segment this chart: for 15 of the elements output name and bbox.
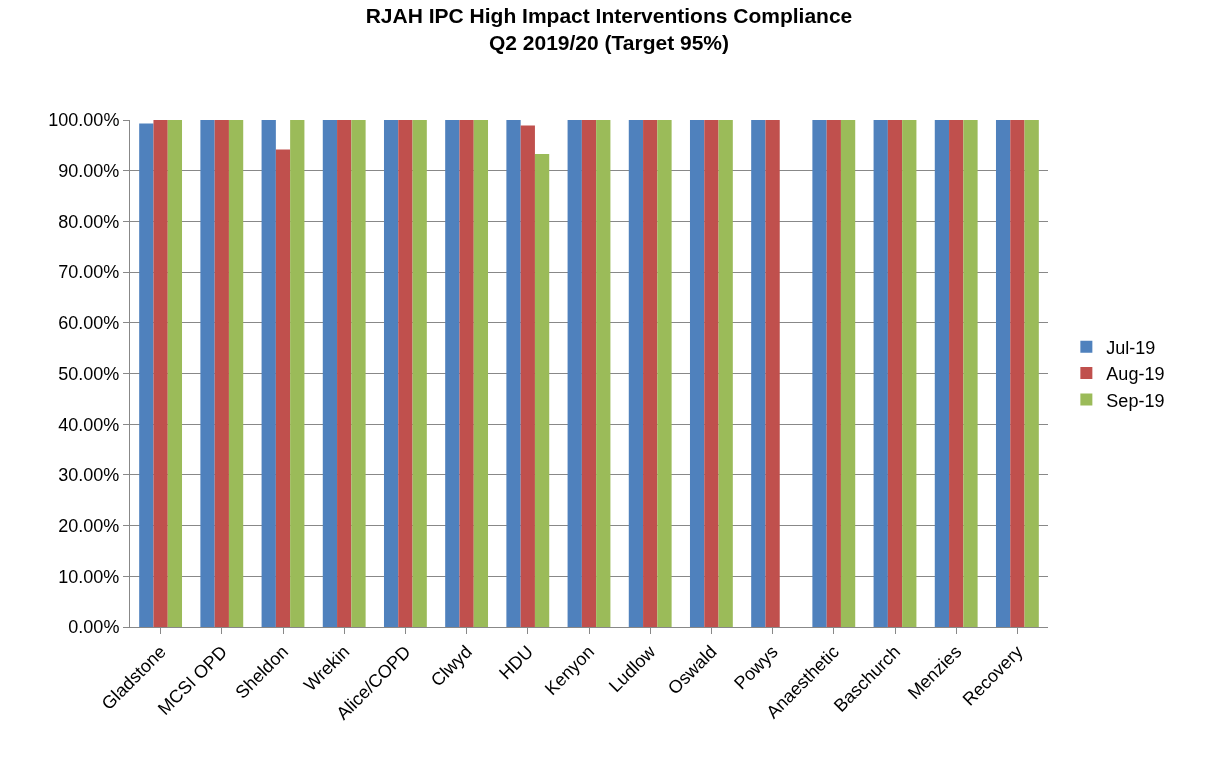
chart-title: RJAH IPC High Impact Interventions Compliance Q2 2019/20 (Target 95%): [365, 4, 853, 55]
legend-label: Sep-19: [1106, 390, 1165, 411]
y-tick-label: 20.00%: [58, 515, 120, 536]
y-tick-label: 50.00%: [58, 363, 120, 384]
y-tick-label: 10.00%: [58, 566, 120, 587]
legend-label: Aug-19: [1106, 364, 1165, 385]
y-tick-label: 0.00%: [68, 617, 120, 638]
y-tick-label: 80.00%: [58, 211, 120, 232]
legend-label: Jul-19: [1106, 337, 1156, 358]
y-tick-label: 40.00%: [58, 414, 120, 435]
y-tick-label: 90.00%: [58, 161, 120, 181]
y-tick-label: 30.00%: [58, 465, 120, 486]
y-tick-label: 70.00%: [58, 262, 120, 283]
y-tick-label: 100.00%: [48, 110, 120, 131]
y-tick-label: 60.00%: [58, 313, 120, 334]
